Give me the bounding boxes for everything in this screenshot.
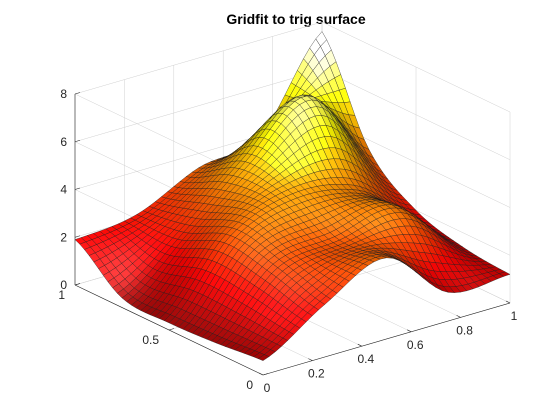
x-tick-mark bbox=[357, 343, 362, 347]
x-tick-label: 0.6 bbox=[407, 338, 424, 352]
x-tick-mark bbox=[308, 358, 313, 361]
x-tick-mark bbox=[258, 372, 264, 376]
surface-plot bbox=[74, 31, 511, 361]
x-tick-label: 0 bbox=[264, 381, 271, 395]
z-tick-label: 6 bbox=[60, 135, 67, 149]
y-tick-label: 1 bbox=[58, 288, 65, 302]
z-tick-label: 0 bbox=[60, 278, 67, 292]
x-tick-label: 0.2 bbox=[308, 367, 325, 381]
y-tick-label: 0 bbox=[246, 378, 253, 392]
x-tick-mark bbox=[505, 300, 511, 304]
z-tick-label: 2 bbox=[60, 230, 67, 244]
z-tick-mark bbox=[74, 187, 81, 190]
x-tick-mark bbox=[407, 329, 412, 333]
chart-title: Gridfit to trig surface bbox=[226, 11, 365, 27]
y-tick-mark bbox=[262, 373, 269, 376]
y-tick-mark bbox=[168, 328, 175, 331]
x-tick-label: 0.4 bbox=[357, 352, 374, 366]
z-tick-mark bbox=[74, 139, 81, 143]
x-tick-label: 0.8 bbox=[456, 323, 473, 337]
z-tick-label: 4 bbox=[60, 183, 67, 197]
z-tick-label: 8 bbox=[60, 87, 67, 101]
z-tick-mark bbox=[74, 92, 81, 95]
x-tick-mark bbox=[456, 315, 461, 318]
x-tick-label: 1 bbox=[511, 309, 518, 323]
y-tick-label: 0.5 bbox=[142, 333, 159, 347]
z-tick-mark bbox=[74, 235, 81, 238]
z-tick-mark bbox=[74, 283, 81, 286]
x-axis-line bbox=[262, 302, 511, 376]
surface-patch bbox=[498, 271, 511, 277]
